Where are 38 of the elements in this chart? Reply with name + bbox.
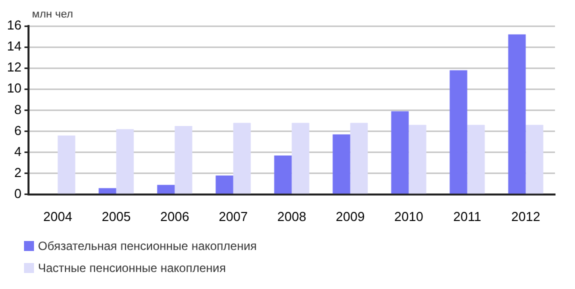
bar (467, 124, 485, 194)
x-tick-label: 2008 (277, 208, 306, 224)
x-tick-label: 2006 (160, 208, 190, 224)
bar (216, 175, 234, 194)
bar (332, 134, 350, 194)
y-tick-label: 6 (14, 122, 22, 138)
bar (98, 188, 116, 194)
y-tick-label: 12 (6, 60, 22, 75)
x-tick-label: 2007 (218, 208, 248, 224)
y-tick-label: 4 (14, 144, 22, 159)
x-tick-label: 2005 (102, 208, 131, 224)
y-tick-label: 16 (6, 18, 22, 33)
legend-label: Частные пенсионные накопления (38, 261, 226, 275)
bar (233, 122, 251, 194)
bar (408, 124, 426, 194)
bar (450, 70, 468, 194)
bar (174, 126, 192, 194)
legend-label: Обязательная пенсионные накопления (38, 239, 257, 253)
x-tick-label: 2011 (453, 208, 482, 224)
y-axis-title: млн чел (32, 8, 74, 21)
y-tick-label: 10 (6, 80, 22, 96)
bar (391, 111, 409, 194)
bar (292, 122, 310, 194)
y-tick-label: 0 (14, 186, 22, 201)
bar (58, 135, 76, 194)
bar (116, 129, 134, 194)
x-tick-label: 2010 (394, 208, 424, 224)
bar (157, 184, 175, 194)
y-tick-label: 2 (14, 164, 22, 180)
x-tick-label: 2004 (43, 208, 72, 224)
x-tick-label: 2009 (336, 208, 365, 224)
bar (508, 34, 526, 194)
x-tick-label: 2012 (511, 208, 540, 224)
y-tick-label: 14 (6, 38, 22, 54)
y-tick-label: 8 (14, 102, 22, 117)
bar (526, 124, 544, 194)
bar (350, 122, 368, 194)
bar (274, 155, 292, 194)
